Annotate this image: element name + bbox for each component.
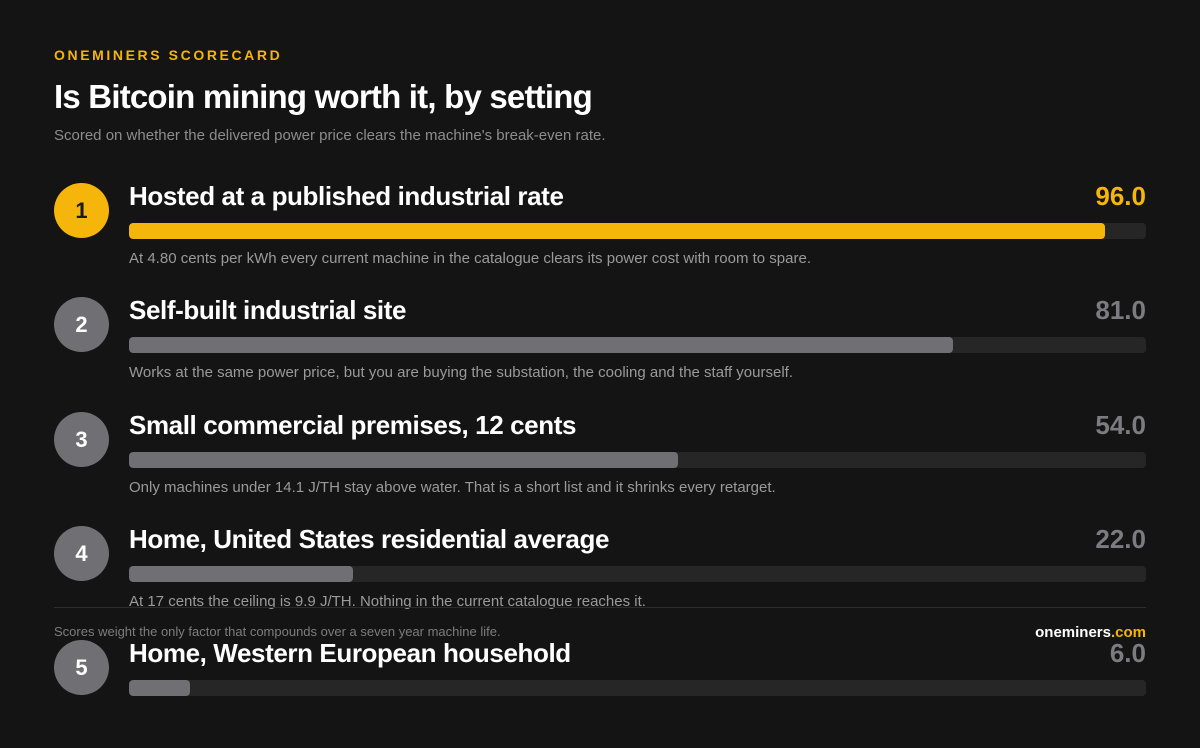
score-bar [129, 680, 190, 696]
score-bar [129, 337, 953, 353]
rank-badge: 5 [54, 640, 109, 695]
score-value-label: 54.0 [1095, 410, 1146, 440]
rank-badge: 1 [54, 183, 109, 238]
bar-track [129, 680, 1146, 696]
page-subtitle: Scored on whether the delivered power pr… [54, 127, 606, 144]
score-value-label: 6.0 [1109, 638, 1146, 668]
score-value-label: 22.0 [1095, 524, 1146, 554]
scorecard-kicker: ONEMINERS SCORECARD [54, 47, 283, 63]
category-label: Home, Western European household [129, 638, 571, 668]
rank-badge: 3 [54, 412, 109, 467]
score-bar [129, 566, 353, 582]
rank-badge: 4 [54, 526, 109, 581]
score-value-label: 96.0 [1095, 181, 1146, 211]
row-note: At 17 cents the ceiling is 9.9 J/TH. Not… [129, 593, 646, 610]
footer-note: Scores weight the only factor that compo… [54, 624, 501, 639]
scorecard-chart: 1 Hosted at a published industrial rate 96… [0, 181, 1200, 696]
score-row: 2 Self-built industrial site 81.0 Works at … [0, 295, 1200, 405]
score-row: 1 Hosted at a published industrial rate 96… [0, 181, 1200, 291]
score-bar [129, 223, 1105, 239]
footer-divider [54, 607, 1146, 608]
score-row: 3 Small commercial premises, 12 cents 54.0… [0, 410, 1200, 520]
category-label: Small commercial premises, 12 cents [129, 410, 577, 440]
row-note: Works at the same power price, but you a… [129, 364, 793, 381]
category-label: Hosted at a published industrial rate [129, 181, 564, 211]
bar-track [129, 337, 1146, 353]
score-bar [129, 452, 678, 468]
brand-logo: oneminers.com [1035, 624, 1146, 641]
score-row: 4 Home, United States residential average… [0, 524, 1200, 634]
score-row: 5 Home, Western European household 6.0 [0, 638, 1200, 748]
row-note: At 4.80 cents per kWh every current mach… [129, 250, 811, 267]
row-note: Only machines under 14.1 J/TH stay above… [129, 479, 776, 496]
category-label: Self-built industrial site [129, 295, 407, 325]
bar-track [129, 223, 1146, 239]
brand-tld: .com [1110, 624, 1146, 641]
category-label: Home, United States residential average [129, 524, 610, 554]
brand-name: oneminers [1035, 624, 1111, 641]
page-title: Is Bitcoin mining worth it, by setting [54, 78, 593, 115]
bar-track [129, 566, 1146, 582]
bar-track [129, 452, 1146, 468]
score-value-label: 81.0 [1095, 295, 1146, 325]
rank-badge: 2 [54, 297, 109, 352]
